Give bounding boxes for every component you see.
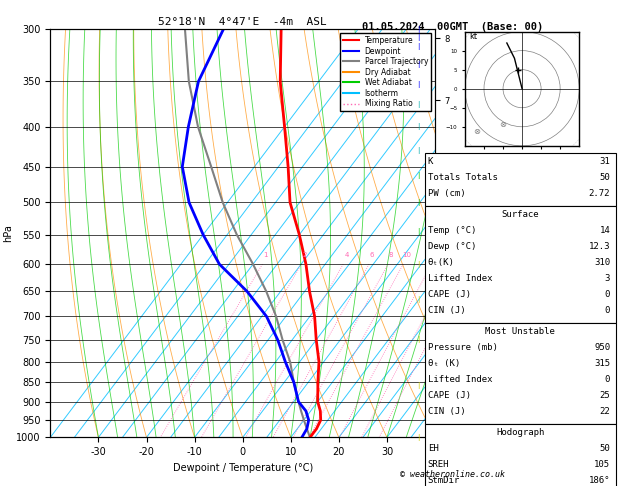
- X-axis label: Dewpoint / Temperature (°C): Dewpoint / Temperature (°C): [172, 463, 313, 473]
- Text: Hodograph: Hodograph: [496, 428, 544, 437]
- Text: Temp (°C): Temp (°C): [428, 226, 476, 235]
- Text: LCL: LCL: [442, 424, 457, 434]
- Text: 31: 31: [599, 157, 610, 166]
- Text: 15: 15: [430, 253, 439, 259]
- Text: CAPE (J): CAPE (J): [428, 391, 470, 400]
- Legend: Temperature, Dewpoint, Parcel Trajectory, Dry Adiabat, Wet Adiabat, Isotherm, Mi: Temperature, Dewpoint, Parcel Trajectory…: [340, 33, 431, 111]
- Text: CIN (J): CIN (J): [428, 306, 465, 315]
- Text: |: |: [417, 43, 420, 50]
- Text: |: |: [417, 336, 420, 343]
- Text: |: |: [417, 260, 420, 268]
- Text: |: |: [417, 199, 420, 206]
- Text: 6: 6: [370, 253, 374, 259]
- Text: |: |: [417, 61, 420, 69]
- Text: 25: 25: [599, 391, 610, 400]
- Text: kt: kt: [469, 32, 477, 41]
- Text: 3: 3: [604, 274, 610, 283]
- Text: 2.72: 2.72: [589, 189, 610, 198]
- Text: Totals Totals: Totals Totals: [428, 173, 498, 182]
- Text: 50: 50: [599, 444, 610, 453]
- Text: 315: 315: [594, 359, 610, 368]
- Text: 8: 8: [389, 253, 394, 259]
- Text: |: |: [417, 81, 420, 88]
- Text: 0: 0: [604, 375, 610, 384]
- Text: 12.3: 12.3: [589, 242, 610, 251]
- Text: $\otimes$: $\otimes$: [472, 127, 481, 137]
- Text: 186°: 186°: [589, 476, 610, 486]
- Text: CAPE (J): CAPE (J): [428, 290, 470, 299]
- Text: |: |: [417, 101, 420, 108]
- Text: Surface: Surface: [501, 210, 539, 219]
- Text: |: |: [417, 382, 420, 389]
- Y-axis label: hPa: hPa: [3, 225, 13, 242]
- Text: |: |: [417, 123, 420, 130]
- Text: Pressure (mb): Pressure (mb): [428, 343, 498, 352]
- Text: 01.05.2024  00GMT  (Base: 00): 01.05.2024 00GMT (Base: 00): [362, 22, 543, 32]
- Text: 50: 50: [599, 173, 610, 182]
- Text: Lifted Index: Lifted Index: [428, 274, 493, 283]
- Text: $\otimes$: $\otimes$: [499, 120, 508, 129]
- Text: Mixing Ratio (g/kg): Mixing Ratio (g/kg): [481, 193, 490, 273]
- Text: © weatheronline.co.uk: © weatheronline.co.uk: [401, 469, 505, 479]
- Text: 0: 0: [604, 306, 610, 315]
- Text: θₜ (K): θₜ (K): [428, 359, 460, 368]
- Text: |: |: [417, 296, 420, 303]
- Text: 950: 950: [594, 343, 610, 352]
- Text: |: |: [417, 147, 420, 154]
- Text: 310: 310: [594, 258, 610, 267]
- Text: K: K: [428, 157, 433, 166]
- Text: 22: 22: [599, 407, 610, 417]
- Text: 2: 2: [303, 253, 307, 259]
- Text: 14: 14: [599, 226, 610, 235]
- Text: 1: 1: [264, 253, 268, 259]
- Text: 25: 25: [467, 253, 476, 259]
- Text: Dewp (°C): Dewp (°C): [428, 242, 476, 251]
- Text: Most Unstable: Most Unstable: [485, 327, 555, 336]
- Text: StmDir: StmDir: [428, 476, 460, 486]
- Text: 0: 0: [604, 290, 610, 299]
- Text: |: |: [417, 26, 420, 33]
- Y-axis label: km
ASL: km ASL: [463, 233, 479, 253]
- Text: CIN (J): CIN (J): [428, 407, 465, 417]
- Text: |: |: [417, 172, 420, 179]
- Text: 105: 105: [594, 460, 610, 469]
- Text: SREH: SREH: [428, 460, 449, 469]
- Text: |: |: [417, 434, 420, 441]
- Text: |: |: [417, 228, 420, 235]
- Text: 20: 20: [451, 253, 460, 259]
- Title: 52°18'N  4°47'E  -4m  ASL: 52°18'N 4°47'E -4m ASL: [159, 17, 327, 27]
- Text: PW (cm): PW (cm): [428, 189, 465, 198]
- Text: θₜ(K): θₜ(K): [428, 258, 455, 267]
- Text: EH: EH: [428, 444, 438, 453]
- Text: Lifted Index: Lifted Index: [428, 375, 493, 384]
- Text: |: |: [417, 34, 420, 41]
- Text: 10: 10: [402, 253, 411, 259]
- Text: 4: 4: [344, 253, 348, 259]
